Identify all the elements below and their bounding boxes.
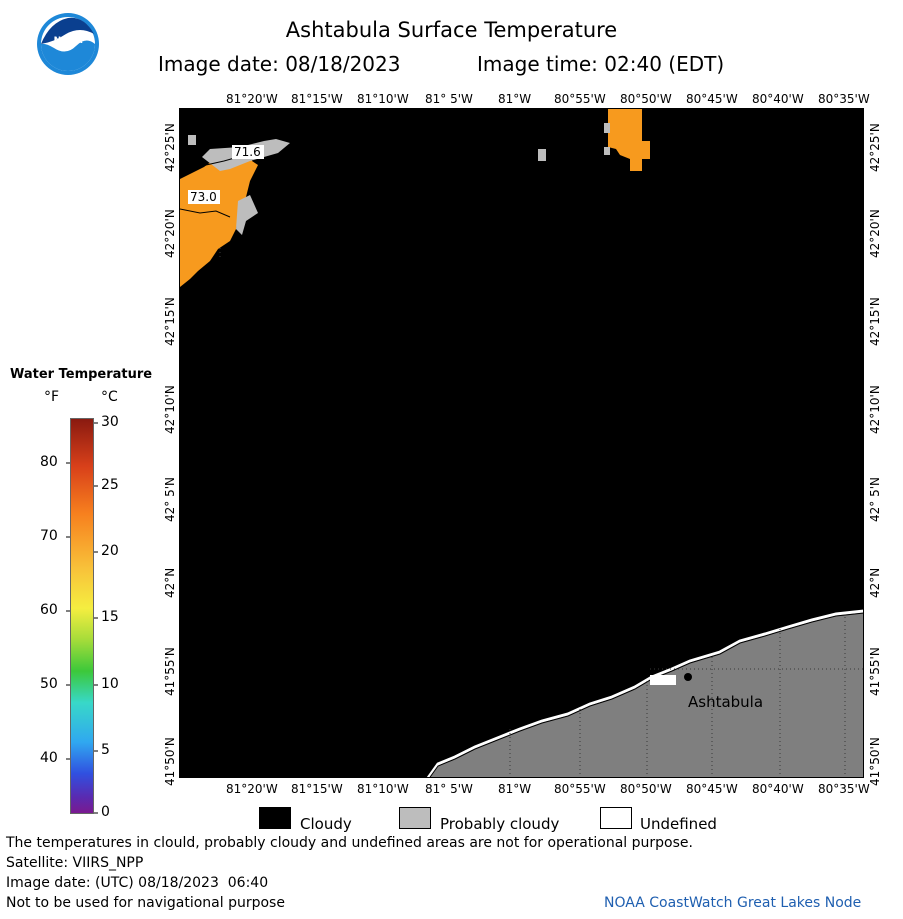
legend-c-tick: 30 [101,414,119,430]
map-frame [179,108,864,778]
top-lon-label: 80°35'W [818,92,870,106]
legend-f-tick: 40 [40,750,58,766]
temp-label-73-0: 73.0 [190,190,217,204]
key-swatch-cloudy [259,807,291,829]
bottom-lon-label: 80°45'W [686,782,738,796]
warm-water-north [608,109,650,171]
right-lat-label: 42°N [868,567,882,598]
left-lat-label: 41°55'N [163,647,177,696]
left-lat-label: 42°10'N [163,385,177,434]
footer-credit: NOAA CoastWatch Great Lakes Node [604,895,862,911]
footer-disclaimer: The temperatures in clould, probably clo… [6,835,693,851]
key-swatch-probably-cloudy [399,807,431,829]
left-lat-label: 42°20'N [163,209,177,258]
legend-unit-c: °C [101,389,118,405]
city-label-ashtabula: Ashtabula [688,693,763,711]
bottom-lon-label: 81°10'W [357,782,409,796]
left-lat-label: 41°50'N [163,737,177,786]
top-lon-label: 80°45'W [686,92,738,106]
right-lat-label: 42°20'N [868,209,882,258]
temp-label-box [232,145,264,159]
legend-c-tick: 25 [101,477,119,493]
legend-c-tick: 15 [101,609,119,625]
temp-label-71-6: 71.6 [234,145,261,159]
bottom-lon-label: 81°20'W [226,782,278,796]
temperature-map: 71.6 73.0 Ashtabula [180,109,864,778]
legend-c-tick: 10 [101,676,119,692]
probably-cloudy-nw-2 [236,195,258,235]
warm-water-nw [180,149,258,287]
top-lon-label: 80°40'W [752,92,804,106]
probably-cloudy-speck [188,135,196,145]
footer-utc-date: Image date: (UTC) 08/18/2023 06:40 [6,875,269,891]
top-lon-label: 80°50'W [620,92,672,106]
key-label-undefined: Undefined [640,815,717,833]
legend-f-tick: 60 [40,602,58,618]
graticule [180,204,864,778]
right-lat-label: 42°15'N [868,297,882,346]
bottom-lon-label: 80°50'W [620,782,672,796]
top-lon-label: 80°55'W [554,92,606,106]
footer-navigation-warning: Not to be used for navigational purpose [6,895,285,911]
bottom-lon-label: 80°55'W [554,782,606,796]
legend-c-tick: 20 [101,543,119,559]
legend-unit-f: °F [44,389,60,405]
shoreline [428,612,864,778]
top-lon-label: 81°10'W [357,92,409,106]
image-date: Image date: 08/18/2023 [158,52,401,76]
left-lat-label: 42°15'N [163,297,177,346]
key-swatch-undefined [600,807,632,829]
temperature-color-scale [70,418,94,814]
probably-cloudy-speck [604,123,610,133]
legend-f-tick: 50 [40,676,58,692]
left-lat-label: 42°25'N [163,123,177,172]
legend-f-tick: 80 [40,454,58,470]
top-lon-label: 81° 5'W [425,92,473,106]
right-lat-label: 41°55'N [868,647,882,696]
footer-satellite: Satellite: VIIRS_NPP [6,855,144,871]
right-lat-label: 42° 5'N [868,477,882,522]
temp-contour [180,208,231,218]
left-lat-label: 42° 5'N [163,477,177,522]
top-lon-label: 81°20'W [226,92,278,106]
key-label-probably-cloudy: Probably cloudy [440,815,560,833]
noaa-logo: NOAA [37,13,99,75]
bottom-lon-label: 80°40'W [752,782,804,796]
right-lat-label: 41°50'N [868,737,882,786]
ohio-land [428,611,864,778]
key-label-cloudy: Cloudy [300,815,352,833]
left-lat-label: 42°N [163,567,177,598]
probably-cloudy-speck [538,149,546,161]
right-lat-label: 42°10'N [868,385,882,434]
right-lat-label: 42°25'N [868,123,882,172]
city-marker [684,673,692,681]
bottom-lon-label: 81°15'W [291,782,343,796]
legend-f-tick: 70 [40,528,58,544]
probably-cloudy-speck [604,147,610,155]
top-lon-label: 81°15'W [291,92,343,106]
legend-ticks [66,422,98,814]
logo-text: NOAA [54,36,83,46]
image-time: Image time: 02:40 (EDT) [477,52,725,76]
legend-title: Water Temperature [10,367,153,382]
legend-c-tick: 0 [101,804,110,820]
top-lon-label: 81°W [498,92,532,106]
bottom-lon-label: 81° 5'W [425,782,473,796]
page-title: Ashtabula Surface Temperature [285,18,618,42]
bottom-lon-label: 80°35'W [818,782,870,796]
undefined-patch [650,675,676,685]
bottom-lon-label: 81°W [498,782,532,796]
legend-c-tick: 5 [101,742,110,758]
temp-label-box [188,190,220,204]
